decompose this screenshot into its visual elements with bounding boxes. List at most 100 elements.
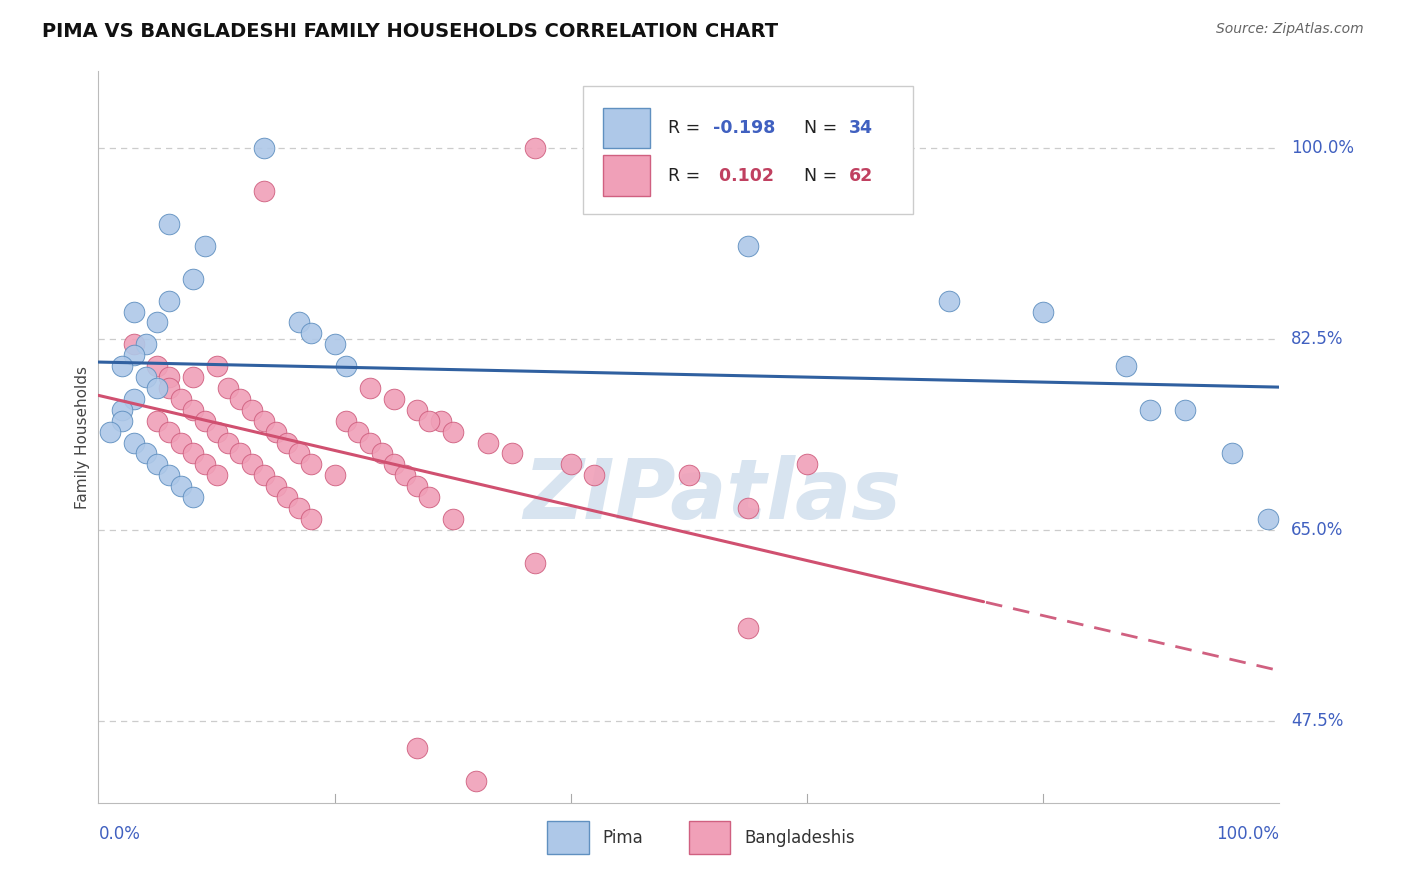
Text: R =: R = [668, 119, 706, 137]
Point [146, 458, 169, 472]
Point [477, 435, 499, 450]
Point [359, 435, 381, 450]
Point [111, 359, 134, 373]
Point [194, 458, 217, 472]
Point [253, 468, 276, 483]
Point [146, 381, 169, 395]
Point [524, 141, 547, 155]
Point [406, 402, 429, 417]
Point [796, 458, 818, 472]
Point [737, 501, 759, 516]
Point [170, 392, 193, 406]
Point [737, 621, 759, 635]
Point [288, 446, 311, 460]
Text: 65.0%: 65.0% [1291, 521, 1344, 539]
Point [335, 414, 357, 428]
Point [1257, 512, 1279, 526]
Point [194, 239, 217, 253]
Text: PIMA VS BANGLADESHI FAMILY HOUSEHOLDS CORRELATION CHART: PIMA VS BANGLADESHI FAMILY HOUSEHOLDS CO… [42, 22, 779, 41]
Point [157, 381, 180, 395]
Point [253, 141, 276, 155]
Point [406, 479, 429, 493]
Point [1174, 402, 1197, 417]
Point [157, 468, 180, 483]
Point [441, 425, 464, 439]
Point [146, 315, 169, 329]
Point [135, 337, 157, 351]
Point [111, 402, 134, 417]
Text: 34: 34 [848, 119, 872, 137]
FancyBboxPatch shape [603, 108, 650, 148]
FancyBboxPatch shape [582, 86, 914, 214]
Point [181, 370, 204, 384]
Point [240, 458, 263, 472]
Point [323, 337, 346, 351]
Point [111, 414, 134, 428]
Point [288, 501, 311, 516]
Point [288, 315, 311, 329]
Point [560, 458, 582, 472]
FancyBboxPatch shape [689, 822, 730, 854]
Point [205, 425, 228, 439]
Text: R =: R = [668, 167, 706, 185]
Point [441, 512, 464, 526]
Point [299, 326, 322, 341]
Point [323, 468, 346, 483]
Point [217, 381, 239, 395]
Point [276, 435, 298, 450]
Point [157, 370, 180, 384]
Point [371, 446, 394, 460]
Point [181, 402, 204, 417]
Point [276, 490, 298, 504]
Point [1220, 446, 1243, 460]
Point [122, 392, 145, 406]
Point [1115, 359, 1137, 373]
Text: Pima: Pima [603, 829, 644, 847]
Point [181, 272, 204, 286]
Point [217, 435, 239, 450]
Point [157, 425, 180, 439]
Point [181, 446, 204, 460]
Point [253, 414, 276, 428]
Point [229, 392, 252, 406]
Point [299, 512, 322, 526]
Point [737, 239, 759, 253]
Point [465, 774, 488, 789]
Point [157, 293, 180, 308]
Point [382, 392, 405, 406]
Text: 47.5%: 47.5% [1291, 712, 1344, 730]
Point [170, 479, 193, 493]
Text: Source: ZipAtlas.com: Source: ZipAtlas.com [1216, 22, 1364, 37]
Point [122, 435, 145, 450]
Point [359, 381, 381, 395]
Point [157, 217, 180, 231]
Point [382, 458, 405, 472]
Point [583, 468, 606, 483]
Point [406, 741, 429, 756]
Point [347, 425, 370, 439]
Y-axis label: Family Households: Family Households [75, 366, 90, 508]
FancyBboxPatch shape [547, 822, 589, 854]
Point [264, 479, 287, 493]
Text: ZIPatlas: ZIPatlas [523, 455, 901, 536]
Point [181, 490, 204, 504]
Point [98, 425, 121, 439]
Point [194, 414, 217, 428]
Point [229, 446, 252, 460]
Text: 100.0%: 100.0% [1291, 139, 1354, 157]
Point [299, 458, 322, 472]
Point [524, 556, 547, 570]
Point [536, 817, 558, 831]
Text: 62: 62 [848, 167, 873, 185]
Point [264, 425, 287, 439]
Text: -0.198: -0.198 [713, 119, 775, 137]
Point [501, 446, 523, 460]
Point [135, 370, 157, 384]
Point [122, 337, 145, 351]
Point [430, 414, 453, 428]
Point [122, 348, 145, 362]
Point [1139, 402, 1161, 417]
Text: 100.0%: 100.0% [1216, 824, 1279, 843]
Point [146, 359, 169, 373]
Point [240, 402, 263, 417]
